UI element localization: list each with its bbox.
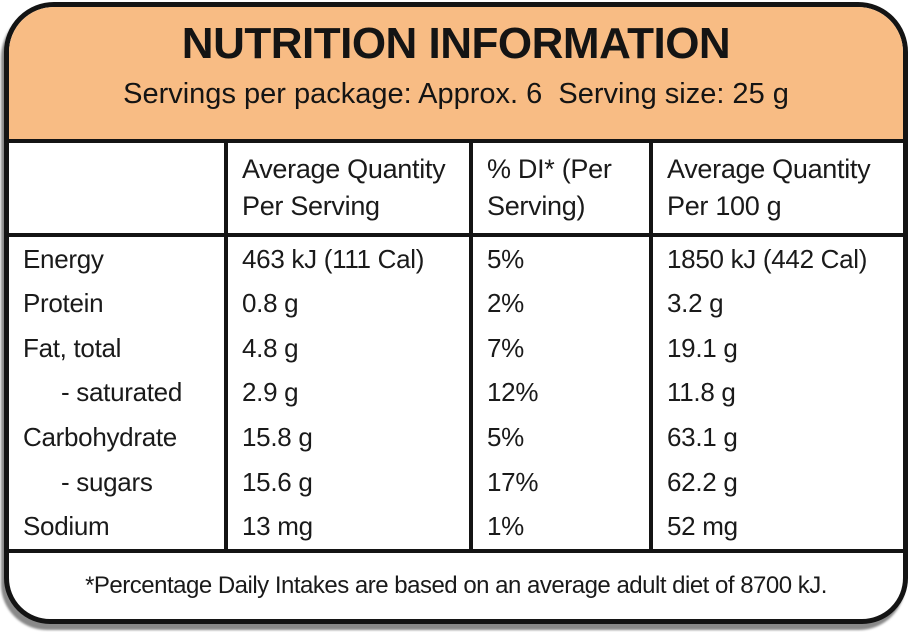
value-di: 7% <box>469 326 649 371</box>
label-header-band: NUTRITION INFORMATION Servings per packa… <box>9 7 903 143</box>
nutrition-label-panel: NUTRITION INFORMATION Servings per packa… <box>4 2 908 624</box>
serving-info: Servings per package: Approx. 6 Serving … <box>123 77 789 110</box>
header-nutrient-cell <box>9 143 224 233</box>
value-per-100g: 19.1 g <box>649 326 903 371</box>
header-per-100g-line1: Average Quantity <box>667 154 871 184</box>
value-per-100g: 3.2 g <box>649 281 903 327</box>
nutrient-name: Energy <box>23 243 104 274</box>
nutrient-name: Sodium <box>23 511 110 542</box>
value-per-100g: 62.2 g <box>649 459 903 505</box>
header-di-line2: Serving) <box>487 191 586 221</box>
value-per-100g: 52 mg <box>649 504 903 549</box>
value-di: 1% <box>469 504 649 549</box>
nutrient-name: Protein <box>23 288 104 319</box>
header-per-serving-line1: Average Quantity <box>242 154 446 184</box>
table-header-row: Average Quantity Per Serving % DI* (Per … <box>9 143 903 237</box>
value-di: 17% <box>469 459 649 505</box>
header-per-serving-line2: Per Serving <box>242 191 380 221</box>
nutrient-name: Fat, total <box>23 332 122 363</box>
label-title: NUTRITION INFORMATION <box>181 19 731 68</box>
value-di: 5% <box>469 237 649 282</box>
value-per-serving: 463 kJ (111 Cal) <box>224 237 469 282</box>
header-di-cell: % DI* (Per Serving) <box>469 143 649 233</box>
table-body: Energy 463 kJ (111 Cal) 5% 1850 kJ (442 … <box>9 237 903 553</box>
daily-intake-footnote: *Percentage Daily Intakes are based on a… <box>85 572 827 599</box>
nutrient-name: - saturated <box>61 377 182 408</box>
value-per-serving: 13 mg <box>224 504 469 549</box>
value-di: 12% <box>469 370 649 416</box>
value-per-serving: 15.6 g <box>224 459 469 505</box>
value-per-100g: 1850 kJ (442 Cal) <box>649 237 903 282</box>
value-per-100g: 11.8 g <box>649 370 903 416</box>
value-per-serving: 0.8 g <box>224 281 469 327</box>
header-di-line1: % DI* (Per <box>487 154 612 184</box>
nutrient-name: - sugars <box>61 466 153 497</box>
nutrient-name: Carbohydrate <box>23 422 177 453</box>
value-di: 2% <box>469 281 649 327</box>
header-per-serving-cell: Average Quantity Per Serving <box>224 143 469 233</box>
label-footer: *Percentage Daily Intakes are based on a… <box>9 553 903 619</box>
header-per-100g-cell: Average Quantity Per 100 g <box>649 143 903 233</box>
value-per-serving: 4.8 g <box>224 326 469 371</box>
value-per-100g: 63.1 g <box>649 415 903 460</box>
header-per-100g-line2: Per 100 g <box>667 191 782 221</box>
value-per-serving: 2.9 g <box>224 370 469 416</box>
value-per-serving: 15.8 g <box>224 415 469 460</box>
value-di: 5% <box>469 415 649 460</box>
